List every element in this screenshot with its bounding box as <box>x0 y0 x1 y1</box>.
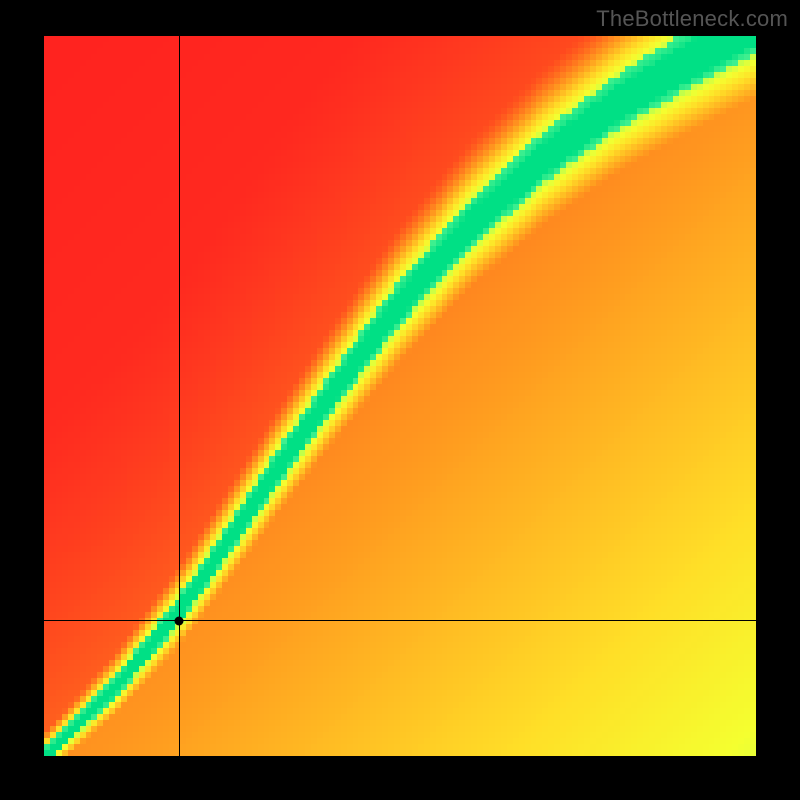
plot-area <box>44 36 756 756</box>
crosshair-vertical <box>179 36 180 756</box>
attribution-label: TheBottleneck.com <box>596 6 788 32</box>
crosshair-horizontal <box>44 620 756 621</box>
chart-container: TheBottleneck.com <box>0 0 800 800</box>
bottleneck-heatmap <box>44 36 756 756</box>
marker-dot <box>175 616 184 625</box>
